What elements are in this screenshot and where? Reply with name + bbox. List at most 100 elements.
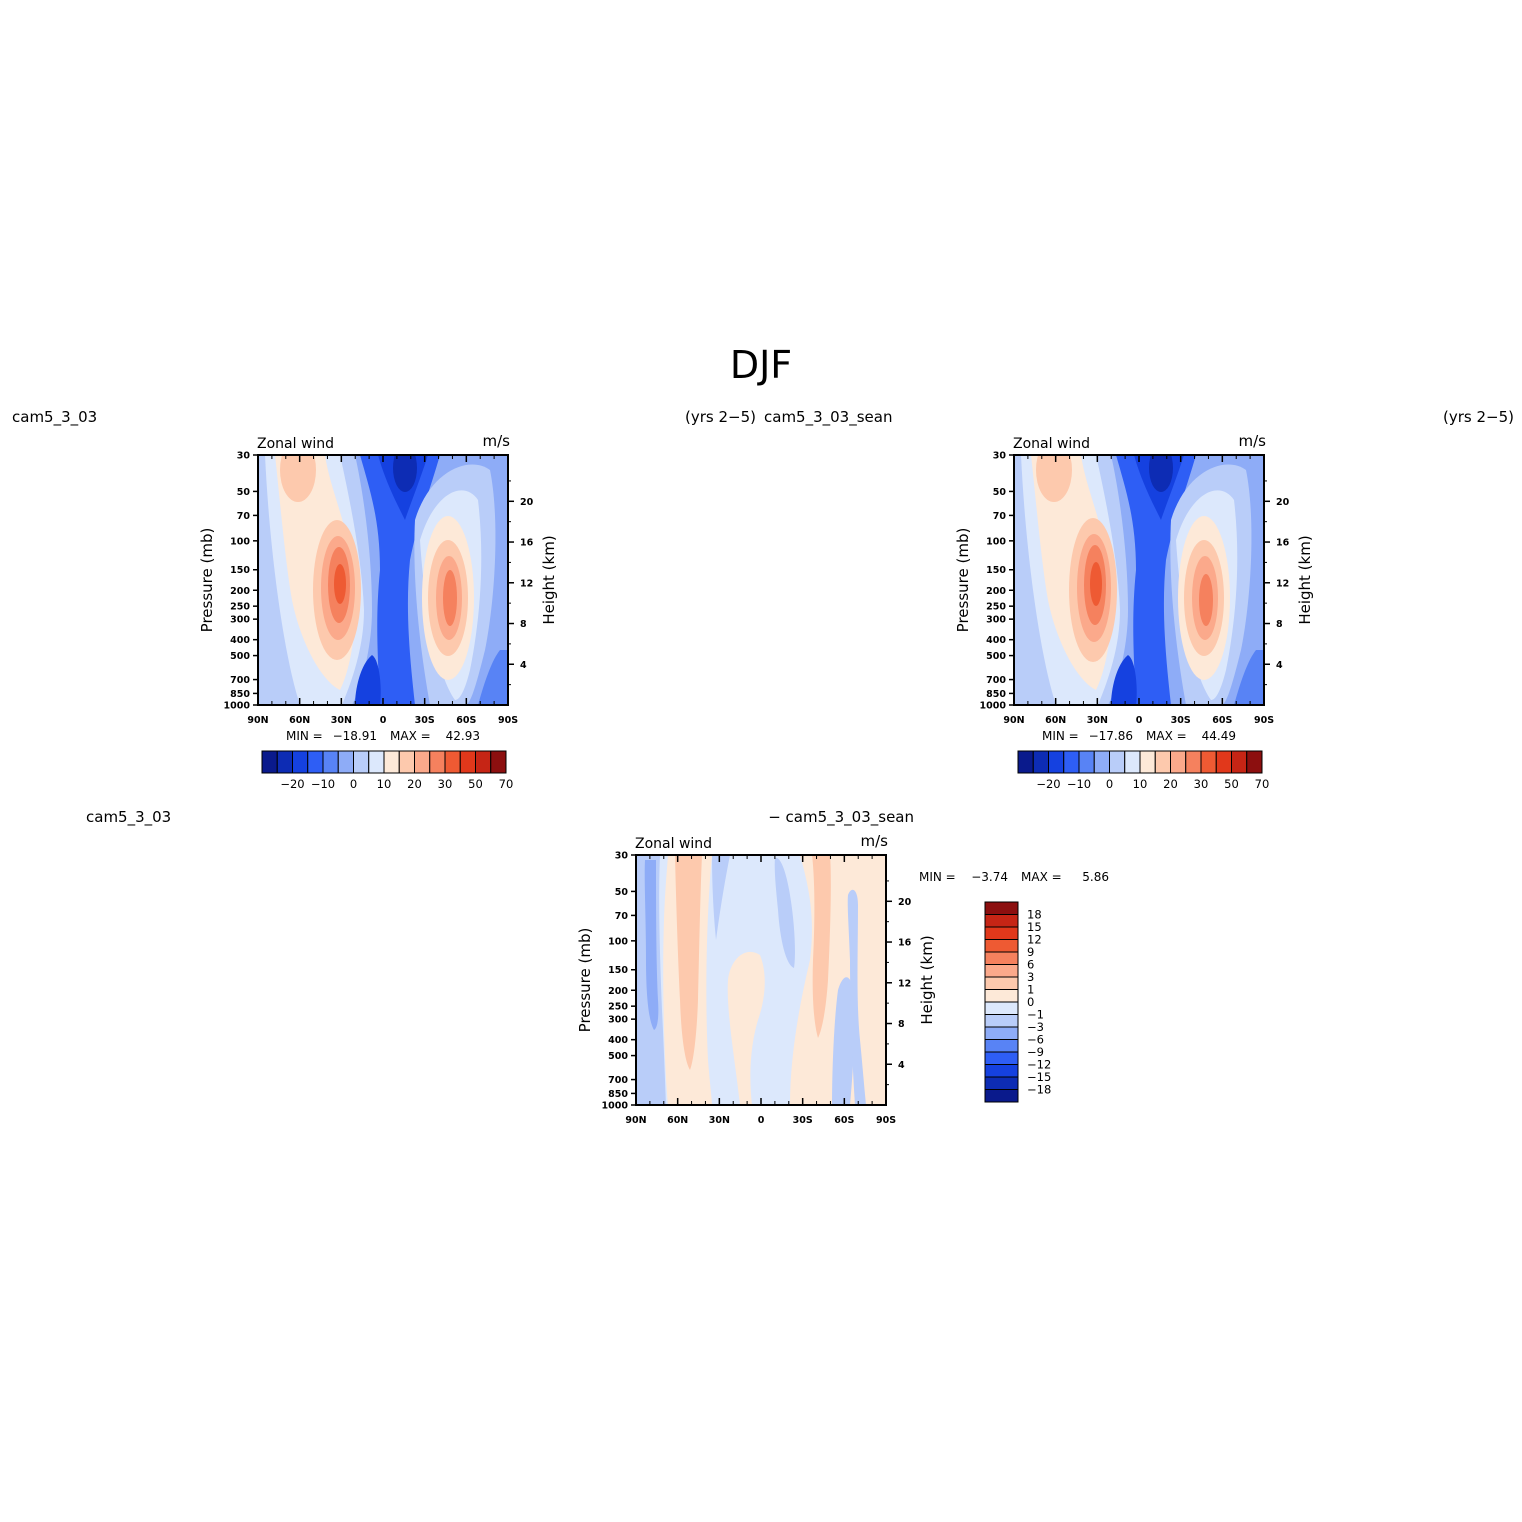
panel1-fill-surface [355, 655, 381, 705]
height-tick-label: 4 [898, 1060, 905, 1071]
colorbar-box [414, 750, 431, 774]
y-tick-label: 250 [986, 602, 1006, 613]
height-tick-label: 12 [898, 978, 911, 989]
colorbar-box [1063, 750, 1080, 774]
y-tick-label: 400 [608, 1035, 628, 1046]
y-tick-label: 70 [615, 911, 629, 922]
height-tick-label: 8 [520, 619, 527, 630]
panel2-ylabel: Pressure (mb) [954, 528, 972, 633]
colorbar-box [337, 750, 354, 774]
colorbar-label: 12 [1027, 933, 1042, 947]
colorbar-box [353, 750, 370, 774]
y-tick-label: 200 [608, 986, 628, 997]
y-tick-label: 250 [608, 1002, 628, 1013]
x-tick-label: 0 [758, 1115, 765, 1126]
panel2-colorbar: −20 −10 0 10 20 30 50 70 [1017, 750, 1269, 791]
colorbar-box [1231, 750, 1248, 774]
panel1-max-label: MAX = [390, 729, 431, 743]
height-tick-label: 12 [1276, 578, 1289, 589]
colorbar-box [1185, 750, 1202, 774]
height-tick-label: 16 [520, 538, 534, 549]
panel3: 90N 60N 30N 0 30S 60S 90S305070100150200250300… [602, 851, 1052, 1127]
colorbar-label: 9 [1027, 945, 1034, 959]
x-tick-label: 60N [667, 1115, 688, 1126]
x-tick-label: 30S [793, 1115, 813, 1126]
panel2-fill-trop-core [1149, 455, 1173, 492]
colorbar-box [1139, 750, 1156, 774]
colorbar-box [1170, 750, 1187, 774]
y-tick-label: 300 [230, 615, 250, 626]
y-tick-label: 500 [608, 1051, 628, 1062]
colorbar-box [984, 1039, 1019, 1053]
height-tick-label: 20 [1276, 497, 1290, 508]
colorbar-label: −10 [311, 777, 335, 791]
colorbar-box [984, 1026, 1019, 1040]
colorbar-box [984, 1014, 1019, 1028]
panel3-right-string: − cam5_3_03_sean [768, 808, 914, 827]
colorbar-box [984, 989, 1019, 1003]
colorbar-label: 6 [1027, 958, 1034, 972]
y-tick-label: 1000 [980, 701, 1007, 712]
colorbar-box [984, 914, 1019, 928]
colorbar-box [1017, 750, 1034, 774]
x-tick-label: 60N [1045, 715, 1066, 726]
colorbar-label: 3 [1027, 970, 1034, 984]
panel3-ylabel: Pressure (mb) [576, 928, 594, 1033]
y-tick-label: 300 [986, 615, 1006, 626]
y-tick-label: 50 [615, 887, 629, 898]
colorbar-label: −6 [1027, 1033, 1044, 1047]
height-tick-label: 16 [898, 938, 912, 949]
colorbar-box [383, 750, 400, 774]
height-tick-label: 4 [1276, 660, 1283, 671]
colorbar-box [984, 976, 1019, 990]
panel3-fill-neg-nh-core [644, 860, 659, 1030]
panel2-contours [1014, 455, 1264, 705]
colorbar-box [261, 750, 278, 774]
y-tick-label: 100 [986, 536, 1006, 547]
y-tick-label: 700 [608, 1075, 628, 1086]
panel3-max-label: MAX = [1021, 870, 1062, 884]
panel2-right-string: (yrs 2−5) [1443, 408, 1514, 426]
colorbar-box [1200, 750, 1217, 774]
panel2-max-label: MAX = [1146, 729, 1187, 743]
panel1-title: Zonal wind [257, 436, 334, 452]
panel1-min-value: −18.91 [333, 729, 377, 743]
panel1-left-string: cam5_3_03 [12, 408, 97, 427]
colorbar-box [1215, 750, 1232, 774]
colorbar-label: 20 [1163, 777, 1178, 791]
colorbar-label: −3 [1027, 1020, 1044, 1034]
x-tick-label: 90S [498, 715, 518, 726]
x-tick-label: 60S [1212, 715, 1232, 726]
colorbar-box [984, 1064, 1019, 1078]
panel1-max-value: 42.93 [446, 729, 480, 743]
y-tick-label: 70 [993, 511, 1007, 522]
panel1-fill-polar-vortex [280, 455, 316, 502]
panel3-fill-neg-trop [774, 857, 795, 968]
height-tick-label: 8 [1276, 619, 1283, 630]
x-tick-label: 90N [625, 1115, 646, 1126]
panel2-axes: 90N 60N 30N 0 30S 60S 90S 30 50 70 100 150 200 250 300… [980, 451, 1290, 727]
panel3-units: m/s [861, 832, 889, 850]
y-tick-label: 700 [986, 675, 1006, 686]
panel1-fill-west-jet3 [443, 570, 457, 626]
y-tick-label: 1000 [224, 701, 251, 712]
colorbar-label: 15 [1027, 920, 1042, 934]
x-tick-label: 90S [1254, 715, 1274, 726]
panel3-fill-neg-60s [832, 977, 855, 1105]
colorbar-box [984, 951, 1019, 965]
height-tick-label: 8 [898, 1019, 905, 1030]
x-tick-label: 0 [380, 715, 387, 726]
panel1-fill-trop-core [393, 455, 417, 492]
y-tick-label: 1000 [602, 1101, 629, 1112]
height-tick-label: 20 [898, 897, 912, 908]
colorbar-label: 50 [468, 777, 483, 791]
colorbar-box [984, 1051, 1019, 1065]
panel2: 90N 60N 30N 0 30S 60S 90S305070100150200250300… [980, 451, 1290, 792]
colorbar-box [1154, 750, 1171, 774]
colorbar-box [984, 1001, 1019, 1015]
x-tick-label: 30N [709, 1115, 730, 1126]
colorbar-box [459, 750, 476, 774]
colorbar-label: 50 [1224, 777, 1239, 791]
panel1-contours [258, 455, 508, 705]
